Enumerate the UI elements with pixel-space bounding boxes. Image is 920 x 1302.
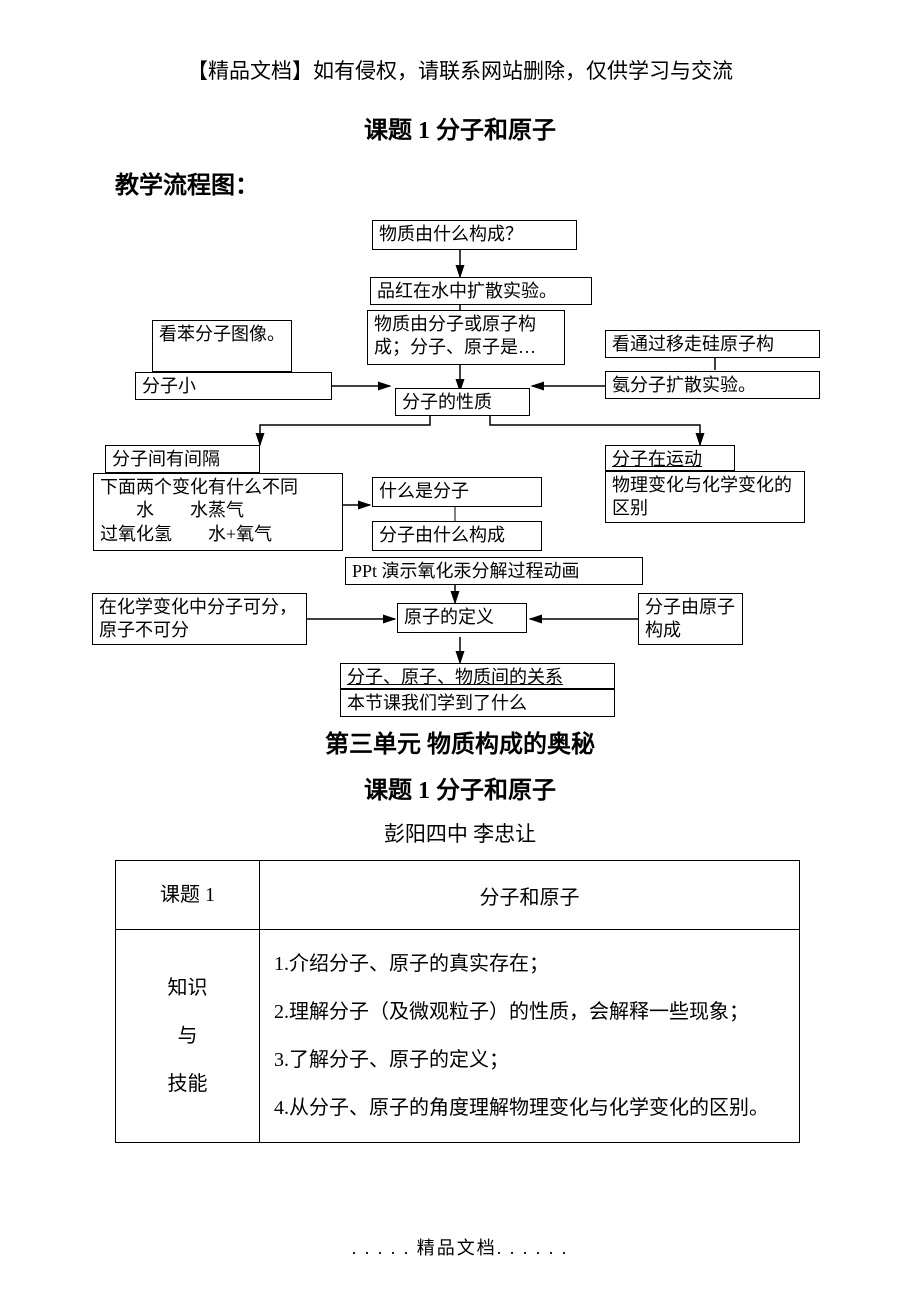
table-row: 知识 与 技能 1.介绍分子、原子的真实存在； 2.理解分子（及微观粒子）的性质… [116,930,800,1143]
footer-note: . . . . . 精品文档. . . . . . [0,1234,920,1260]
list-item: 1.介绍分子、原子的真实存在； [274,940,785,988]
lesson-table: 课题 1 分子和原子 知识 与 技能 1.介绍分子、原子的真实存在； 2.理解分… [115,860,800,1143]
list-item: 2.理解分子（及微观粒子）的性质，会解释一些现象； [274,988,785,1036]
node-molecule-small: 分子小 [135,372,332,400]
node-composition: 物质由分子或原子构成；分子、原子是… [367,310,565,365]
document-page: 【精品文档】如有侵权，请联系网站删除，仅供学习与交流 课题 1 分子和原子 教学… [0,0,920,1302]
list-item: 4.从分子、原子的角度理解物理变化与化学变化的区别。 [274,1084,785,1132]
node-phys-chem: 物理变化与化学变化的区别 [605,471,805,523]
node-what-molecule: 什么是分子 [372,477,542,507]
header-note: 【精品文档】如有侵权，请联系网站删除，仅供学习与交流 [0,55,920,85]
cell-knowledge-label: 知识 与 技能 [116,930,260,1143]
node-two-changes: 下面两个变化有什么不同 水 水蒸气 过氧化氢 水+氧气 [93,473,343,551]
cell-knowledge-content: 1.介绍分子、原子的真实存在； 2.理解分子（及微观粒子）的性质，会解释一些现象… [260,930,800,1143]
node-atom-definition: 原子的定义 [397,603,527,633]
topic-title-1: 课题 1 分子和原子 [0,110,920,145]
node-ammonia: 氨分子扩散实验。 [605,371,820,399]
node-experiment-1: 品红在水中扩散实验。 [370,277,592,305]
node-matter-question: 物质由什么构成？ [372,220,577,250]
node-silicon: 看通过移走硅原子构 [605,330,820,358]
list-item: 3.了解分子、原子的定义； [274,1036,785,1084]
node-moving: 分子在运动 [605,445,735,471]
cell-topic-name: 分子和原子 [260,861,800,930]
node-relation: 分子、原子、物质间的关系 [340,663,615,689]
unit-title: 第三单元 物质构成的奥秘 [0,724,920,759]
node-molecule-from-atoms: 分子由原子构成 [638,593,743,645]
flowchart-heading: 教学流程图： [115,165,259,200]
node-chem-change: 在化学变化中分子可分，原子不可分 [92,593,307,645]
node-ppt: PPt 演示氧化汞分解过程动画 [345,557,643,585]
node-benzene-image: 看苯分子图像。 [152,320,292,372]
node-molecule-properties: 分子的性质 [395,388,530,416]
node-molecule-made-of: 分子由什么构成 [372,521,542,551]
cell-topic-number: 课题 1 [116,861,260,930]
node-summary: 本节课我们学到了什么 [340,689,615,717]
author-line: 彭阳四中 李忠让 [0,818,920,848]
node-gap: 分子间有间隔 [105,445,260,473]
topic-title-2: 课题 1 分子和原子 [0,770,920,805]
table-row: 课题 1 分子和原子 [116,861,800,930]
flowchart-diagram: 物质由什么构成？ 品红在水中扩散实验。 看苯分子图像。 物质由分子或原子构成；分… [0,205,920,745]
